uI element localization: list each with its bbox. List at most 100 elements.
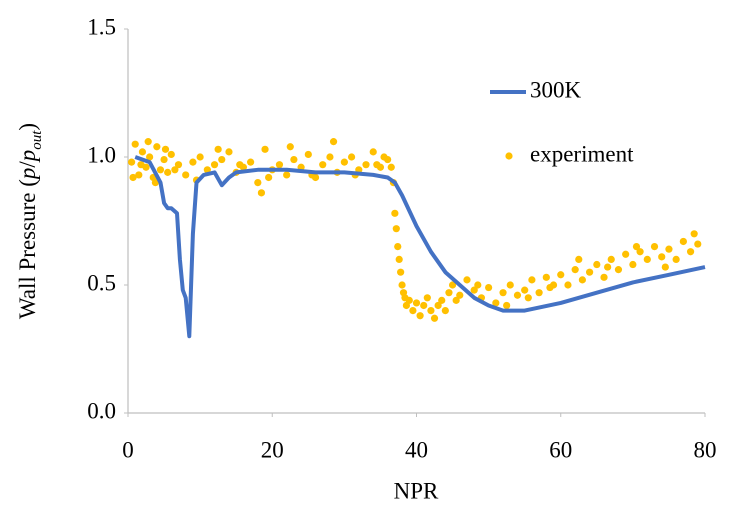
scatter-point [492, 299, 500, 307]
scatter-point [409, 307, 417, 315]
scatter-point [380, 153, 388, 161]
scatter-point [578, 276, 586, 284]
scatter-point [586, 268, 594, 276]
scatter-point [503, 301, 511, 310]
scatter-point [593, 260, 601, 269]
scatter-point [470, 286, 478, 294]
scatter-point [420, 301, 428, 310]
scatter-point [485, 283, 493, 292]
scatter-point [445, 289, 453, 297]
scatter-point [326, 153, 334, 161]
scatter-point [427, 307, 435, 315]
scatter-point [236, 161, 244, 169]
scatter-point [542, 273, 550, 281]
scatter-point [340, 158, 348, 166]
scatter-point [463, 276, 471, 284]
y-label-part: p [15, 150, 40, 164]
scatter-point [423, 294, 431, 302]
scatter-point [395, 255, 403, 263]
scatter-point [131, 140, 139, 148]
scatter-point [694, 240, 702, 248]
y-tick-label: 1.5 [87, 14, 116, 39]
scatter-point [286, 143, 294, 151]
scatter-point [394, 243, 402, 251]
scatter-point [448, 281, 457, 289]
x-tick-label: 40 [405, 437, 428, 462]
scatter-point [672, 255, 680, 263]
scatter-point [214, 145, 222, 153]
scatter-point [210, 161, 219, 169]
y-label-part: / [15, 161, 40, 168]
scatter-point [392, 225, 400, 233]
scatter-point [658, 253, 666, 261]
scatter-point [319, 161, 327, 169]
x-tick-label: 60 [549, 437, 572, 462]
scatter-point [632, 243, 641, 251]
scatter-point [135, 171, 143, 179]
scatter-point [171, 166, 179, 174]
legend-label: experiment [530, 141, 634, 166]
scatter-point [164, 168, 172, 176]
scatter-point [398, 281, 406, 289]
x-tick-label: 20 [261, 437, 284, 462]
scatter-point [474, 281, 482, 289]
scatter-point [506, 281, 514, 289]
scatter-point [189, 158, 197, 166]
scatter-point [347, 153, 356, 161]
y-label-part: out [29, 130, 45, 150]
scatter-point [499, 289, 507, 297]
scatter-point [434, 301, 442, 310]
scatter-point [513, 291, 522, 299]
scatter-point [528, 276, 536, 284]
scatter-point [397, 268, 405, 276]
y-tick-label: 1.0 [87, 142, 116, 167]
scatter-point [665, 245, 673, 253]
scatter-point [174, 161, 183, 169]
scatter-point [254, 179, 262, 187]
scatter-point [304, 150, 312, 159]
scatter-point [146, 153, 154, 161]
scatter-point [218, 155, 226, 164]
scatter-point [405, 296, 413, 304]
legend-label: 300K [530, 77, 582, 102]
scatter-point [690, 230, 698, 238]
scatter-point [391, 209, 399, 217]
scatter-point [261, 145, 269, 153]
scatter-point [137, 161, 145, 169]
x-tick-label: 80 [694, 437, 717, 462]
scatter-point [265, 173, 273, 182]
scatter-point [387, 163, 395, 171]
scatter-point [524, 294, 532, 302]
scatter-point [412, 299, 421, 307]
scatter-point [521, 286, 529, 294]
line-series [134, 155, 706, 339]
scatter-point [679, 237, 687, 246]
scatter-point [196, 153, 204, 161]
scatter-point [416, 312, 424, 320]
scatter-point [643, 255, 651, 263]
scatter-point [151, 179, 160, 187]
scatter-point [546, 283, 554, 292]
scatter-point [167, 150, 175, 159]
legend-swatch [505, 152, 513, 160]
y-label-part: ) [15, 123, 40, 131]
scatter-point [129, 173, 137, 182]
scatter-point [441, 307, 449, 315]
scatter-point [629, 260, 637, 269]
scatter-point [438, 296, 446, 304]
scatter-point [329, 138, 338, 146]
scatter-point [622, 250, 630, 258]
x-tick-label: 0 [122, 437, 134, 462]
scatter-point [456, 291, 464, 299]
scatter-point [153, 143, 161, 151]
scatter-point [373, 161, 381, 169]
scatter-point [686, 248, 695, 256]
y-tick-label: 0.5 [87, 270, 116, 295]
scatter-point [128, 158, 136, 166]
y-axis-label: Wall Pressure (p/pout) [15, 123, 45, 319]
scatter-point [247, 158, 255, 166]
y-label-part: Wall Pressure ( [15, 179, 40, 319]
scatter-point [156, 166, 165, 174]
scatter-point [452, 296, 460, 304]
